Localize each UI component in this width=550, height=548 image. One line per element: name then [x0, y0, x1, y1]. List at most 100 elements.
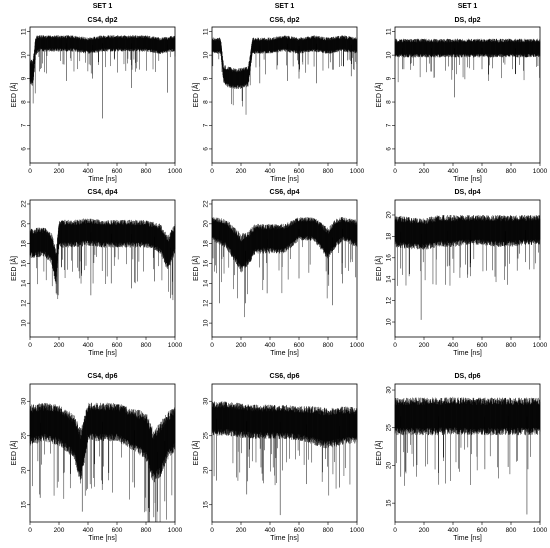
x-tick-label: 1000	[350, 527, 365, 534]
x-tick-label: 1000	[533, 527, 548, 534]
x-tick-label: 200	[54, 527, 65, 534]
x-tick-label: 600	[294, 527, 305, 534]
x-tick-label: 800	[323, 168, 334, 175]
x-tick-label: 0	[393, 527, 397, 534]
x-tick-label: 600	[477, 342, 488, 349]
x-tick-label: 600	[294, 342, 305, 349]
y-axis-label: EED [Å]	[374, 256, 383, 281]
x-tick-label: 400	[83, 168, 94, 175]
x-tick-label: 0	[28, 168, 32, 175]
y-tick-label: 25	[21, 432, 28, 440]
x-tick-label: 1000	[168, 168, 183, 175]
plot-frame	[29, 383, 176, 523]
x-tick-label: 0	[210, 342, 214, 349]
y-tick-label: 15	[203, 501, 210, 509]
x-tick-label: 800	[141, 527, 152, 534]
y-tick-label: 11	[21, 28, 28, 35]
y-tick-label: 16	[21, 260, 28, 268]
y-tick-label: 6	[386, 147, 393, 151]
y-tick-label: 10	[386, 318, 393, 326]
y-tick-label: 9	[21, 76, 28, 80]
x-axis-label: Time [ns]	[270, 176, 299, 183]
y-tick-label: 25	[386, 424, 393, 432]
y-tick-label: 22	[21, 200, 28, 208]
y-tick-label: 14	[203, 279, 210, 287]
panel-CS4-dp2: SET 1 CS4, dp2 0 200 400 600 800 1000 Time [ns] 6…	[9, 3, 183, 183]
panel-DS-dp2: SET 1 DS, dp2 0 200 400 600 800 1000 Time [ns] 6 7…	[374, 3, 548, 183]
panel-CS6-dp2: SET 1 CS6, dp2 0 200 400 600 800 1000 Time [ns] 6…	[191, 3, 365, 183]
y-tick-label: 10	[203, 319, 210, 327]
y-tick-label: 10	[21, 319, 28, 327]
y-tick-label: 7	[21, 123, 28, 127]
y-axis-label: EED [Å]	[374, 83, 383, 108]
x-axis-label: Time [ns]	[88, 176, 117, 183]
plot-frame	[394, 199, 541, 338]
panel-CS6-dp4: CS6, dp4 0 200 400 600 800 1000 Time [ns] 10 12 14…	[191, 189, 365, 357]
y-tick-label: 30	[21, 397, 28, 405]
panel-title: DS, dp6	[454, 373, 480, 380]
x-tick-label: 400	[83, 527, 94, 534]
y-tick-label: 15	[386, 499, 393, 507]
data-trace	[394, 38, 541, 83]
y-tick-label: 10	[21, 51, 28, 59]
plot-frame	[211, 383, 358, 523]
panel-title: CS4, dp6	[88, 373, 118, 380]
panel-title: DS, dp2	[454, 17, 480, 24]
y-tick-label: 18	[203, 240, 210, 248]
y-tick-label: 11	[203, 28, 210, 35]
x-tick-label: 800	[323, 342, 334, 349]
x-tick-label: 200	[54, 168, 65, 175]
panel-title: CS4, dp4	[88, 189, 118, 196]
panel-CS4-dp4: CS4, dp4 0 200 400 600 800 1000 Time [ns] 10 12 14…	[9, 189, 183, 357]
y-tick-label: 7	[386, 123, 393, 127]
panel-CS6-dp6: CS6, dp6 0 200 400 600 800 1000 Time [ns] 15 20 25…	[191, 373, 365, 542]
x-tick-label: 1000	[350, 168, 365, 175]
panel-title: DS, dp4	[454, 189, 480, 196]
plot-frame	[29, 26, 176, 164]
x-tick-label: 0	[28, 342, 32, 349]
x-tick-label: 1000	[533, 168, 548, 175]
y-tick-label: 20	[21, 466, 28, 474]
y-axis-label: EED [Å]	[191, 256, 200, 281]
x-tick-label: 200	[54, 342, 65, 349]
y-tick-label: 10	[203, 51, 210, 59]
plot-frame	[211, 199, 358, 338]
plot-frame	[211, 26, 358, 164]
x-axis-label: Time [ns]	[453, 535, 482, 542]
data-trace	[211, 401, 358, 496]
set-label: SET 1	[275, 3, 295, 10]
x-tick-label: 400	[448, 168, 459, 175]
y-tick-label: 12	[21, 299, 28, 307]
y-tick-label: 9	[203, 76, 210, 80]
x-tick-label: 800	[506, 527, 517, 534]
plot-frame	[394, 26, 541, 164]
data-trace	[211, 217, 358, 318]
x-tick-label: 1000	[533, 342, 548, 349]
y-tick-label: 15	[21, 501, 28, 509]
y-axis-label: EED [Å]	[9, 441, 18, 466]
x-tick-label: 400	[265, 527, 276, 534]
y-tick-label: 12	[203, 299, 210, 307]
x-tick-label: 600	[112, 168, 123, 175]
y-tick-label: 8	[386, 100, 393, 104]
y-tick-label: 18	[21, 240, 28, 248]
x-tick-label: 400	[448, 342, 459, 349]
y-tick-label: 20	[203, 466, 210, 474]
y-tick-label: 18	[386, 232, 393, 240]
panel-title: CS6, dp6	[270, 373, 300, 380]
x-tick-label: 200	[419, 527, 430, 534]
data-trace	[394, 396, 541, 486]
x-tick-label: 1000	[168, 527, 183, 534]
x-tick-label: 400	[83, 342, 94, 349]
x-tick-label: 800	[323, 527, 334, 534]
y-axis-label: EED [Å]	[9, 256, 18, 281]
y-tick-label: 16	[386, 254, 393, 262]
plot-frame	[394, 383, 541, 523]
x-tick-label: 0	[28, 527, 32, 534]
y-tick-label: 8	[203, 100, 210, 104]
y-tick-label: 6	[21, 147, 28, 151]
x-tick-label: 600	[294, 168, 305, 175]
set-label: SET 1	[93, 3, 113, 10]
y-tick-label: 14	[386, 275, 393, 283]
